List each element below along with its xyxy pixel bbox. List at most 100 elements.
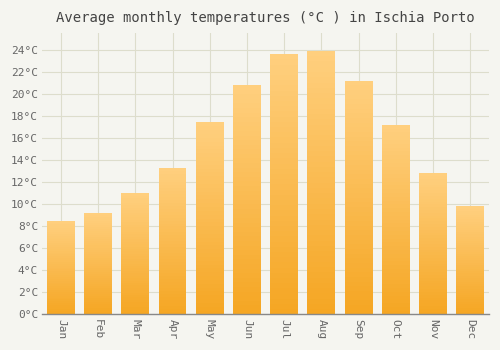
Bar (84, 221, 112, 223)
Bar (270, 153, 298, 158)
Bar (158, 297, 186, 300)
Bar (47, 223, 75, 224)
Bar (84, 288, 112, 290)
Bar (456, 252, 484, 254)
Bar (84, 225, 112, 227)
Bar (419, 272, 447, 275)
Bar (158, 212, 186, 215)
Bar (419, 182, 447, 184)
Bar (344, 122, 372, 127)
Bar (196, 222, 224, 226)
Bar (270, 189, 298, 195)
Bar (270, 70, 298, 75)
Bar (456, 245, 484, 247)
Bar (47, 258, 75, 260)
Bar (84, 292, 112, 294)
Bar (122, 232, 150, 235)
Bar (122, 241, 150, 244)
Bar (158, 270, 186, 273)
Bar (84, 294, 112, 296)
Bar (158, 288, 186, 291)
Bar (382, 258, 410, 261)
Bar (122, 251, 150, 254)
Bar (419, 238, 447, 241)
Bar (47, 277, 75, 279)
Bar (122, 300, 150, 302)
Bar (233, 163, 261, 168)
Bar (382, 250, 410, 254)
Bar (344, 183, 372, 188)
Bar (233, 250, 261, 255)
Bar (233, 190, 261, 195)
Bar (84, 264, 112, 266)
Bar (344, 249, 372, 254)
Bar (158, 218, 186, 220)
Bar (84, 261, 112, 264)
Bar (419, 275, 447, 278)
Bar (456, 226, 484, 228)
Bar (344, 268, 372, 272)
Bar (419, 201, 447, 204)
Bar (270, 304, 298, 309)
Bar (158, 170, 186, 174)
Bar (419, 241, 447, 244)
Bar (382, 227, 410, 231)
Bar (196, 238, 224, 241)
Bar (270, 220, 298, 226)
Bar (196, 249, 224, 253)
Bar (196, 146, 224, 149)
Bar (84, 282, 112, 284)
Bar (308, 77, 336, 83)
Bar (47, 270, 75, 271)
Bar (456, 267, 484, 269)
Bar (158, 265, 186, 267)
Bar (122, 198, 150, 201)
Bar (456, 299, 484, 301)
Bar (308, 93, 336, 98)
Bar (196, 284, 224, 288)
Bar (308, 119, 336, 125)
Bar (122, 205, 150, 208)
Bar (196, 157, 224, 161)
Bar (158, 168, 186, 171)
Bar (47, 256, 75, 258)
Bar (270, 299, 298, 304)
Bar (419, 247, 447, 250)
Bar (456, 234, 484, 237)
Bar (122, 288, 150, 290)
Bar (233, 301, 261, 305)
Bar (84, 280, 112, 282)
Bar (382, 299, 410, 303)
Bar (122, 278, 150, 280)
Bar (158, 253, 186, 256)
Bar (344, 113, 372, 118)
Bar (382, 144, 410, 148)
Bar (47, 303, 75, 305)
Bar (47, 307, 75, 309)
Bar (270, 106, 298, 111)
Bar (419, 292, 447, 295)
Bar (344, 141, 372, 146)
Bar (382, 197, 410, 201)
Bar (344, 197, 372, 202)
Bar (84, 308, 112, 310)
Bar (456, 290, 484, 293)
Bar (308, 267, 336, 272)
Bar (270, 236, 298, 242)
Bar (456, 206, 484, 209)
Bar (382, 204, 410, 208)
Bar (344, 127, 372, 132)
Bar (344, 253, 372, 258)
Bar (308, 219, 336, 225)
Bar (84, 310, 112, 313)
Bar (233, 126, 261, 131)
Bar (308, 204, 336, 209)
Bar (158, 182, 186, 186)
Bar (233, 282, 261, 287)
Bar (270, 96, 298, 101)
Bar (122, 195, 150, 198)
Bar (158, 220, 186, 224)
Bar (158, 291, 186, 294)
Bar (382, 147, 410, 151)
Bar (456, 310, 484, 312)
